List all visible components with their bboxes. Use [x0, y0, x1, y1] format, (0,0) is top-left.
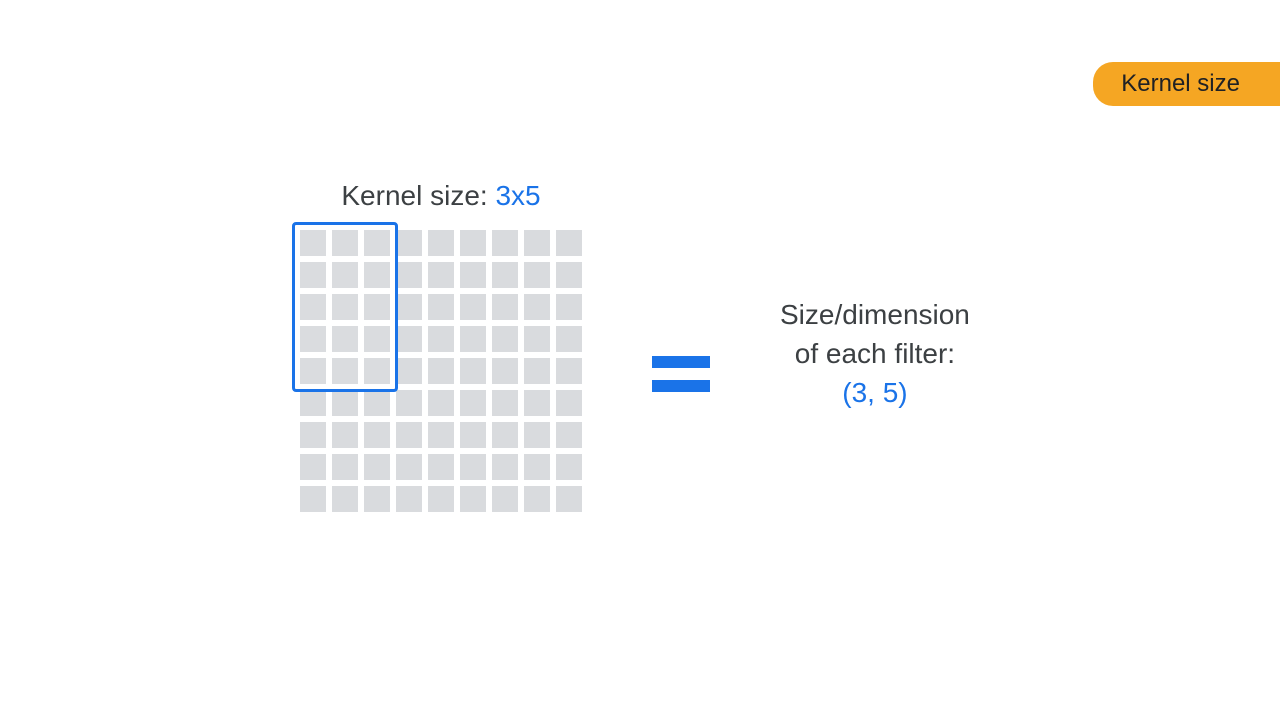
grid-cell	[332, 486, 358, 512]
grid-cell	[300, 326, 326, 352]
grid-cell	[556, 262, 582, 288]
grid-cell	[556, 454, 582, 480]
grid-cell	[460, 486, 486, 512]
grid-cell	[492, 486, 518, 512]
grid-cell	[460, 390, 486, 416]
grid-cell	[492, 454, 518, 480]
grid-cell	[524, 486, 550, 512]
grid-cell	[300, 262, 326, 288]
badge-kernel-size: Kernel size	[1093, 62, 1280, 106]
grid-cell	[524, 358, 550, 384]
grid-cell	[428, 486, 454, 512]
grid-cell	[396, 326, 422, 352]
grid-cell	[524, 294, 550, 320]
grid-cell	[428, 422, 454, 448]
grid-wrapper	[300, 230, 582, 512]
grid-cell	[396, 230, 422, 256]
grid-cell	[460, 358, 486, 384]
grid-cell	[364, 326, 390, 352]
grid-cell	[300, 454, 326, 480]
equals-bar-top	[652, 356, 710, 368]
grid-cell	[556, 422, 582, 448]
grid-cell	[492, 358, 518, 384]
grid-cell	[364, 358, 390, 384]
grid-cell	[332, 422, 358, 448]
grid-cell	[460, 294, 486, 320]
grid-cell	[556, 294, 582, 320]
grid-cell	[556, 486, 582, 512]
grid-cell	[460, 326, 486, 352]
grid-cell	[300, 230, 326, 256]
grid-cell	[364, 294, 390, 320]
grid-cell	[460, 230, 486, 256]
grid-cell	[396, 454, 422, 480]
grid-cell	[332, 262, 358, 288]
grid-cell	[300, 358, 326, 384]
grid-cell	[428, 294, 454, 320]
right-column: Size/dimension of each filter: (3, 5)	[780, 295, 970, 409]
desc-value: (3, 5)	[780, 377, 970, 409]
grid-cell	[460, 422, 486, 448]
grid-cell	[524, 230, 550, 256]
grid-cell	[524, 422, 550, 448]
grid-cell	[524, 262, 550, 288]
grid-cell	[556, 358, 582, 384]
grid-cell	[300, 486, 326, 512]
grid-cell	[332, 358, 358, 384]
grid-cell	[364, 390, 390, 416]
equals-sign	[652, 356, 710, 392]
grid-cell	[492, 390, 518, 416]
diagram-title: Kernel size: 3x5	[341, 180, 540, 212]
grid-cell	[332, 454, 358, 480]
grid-cell	[556, 390, 582, 416]
grid-cell	[428, 262, 454, 288]
grid-cell	[300, 390, 326, 416]
grid-cell	[428, 230, 454, 256]
grid-cell	[524, 326, 550, 352]
grid-cell	[492, 326, 518, 352]
grid-cell	[428, 358, 454, 384]
grid-cell	[396, 422, 422, 448]
grid-cell	[492, 262, 518, 288]
grid-cell	[428, 326, 454, 352]
equals-bar-bottom	[652, 380, 710, 392]
grid-cell	[396, 390, 422, 416]
left-column: Kernel size: 3x5	[300, 180, 582, 512]
main-content: Kernel size: 3x5 Size/dimension of each …	[300, 180, 970, 512]
grid-cell	[332, 390, 358, 416]
grid-cell	[428, 454, 454, 480]
grid-cell	[300, 294, 326, 320]
grid-cell	[332, 230, 358, 256]
grid-cell	[364, 262, 390, 288]
grid-cell	[492, 422, 518, 448]
grid-cell	[364, 422, 390, 448]
grid-cell	[396, 262, 422, 288]
grid-cell	[556, 326, 582, 352]
badge-label: Kernel size	[1121, 70, 1240, 97]
title-value: 3x5	[495, 180, 540, 211]
grid-cell	[300, 422, 326, 448]
grid-cell	[492, 230, 518, 256]
grid-cell	[364, 486, 390, 512]
desc-line-1: Size/dimension	[780, 295, 970, 334]
grid-cell	[460, 262, 486, 288]
grid-cell	[364, 454, 390, 480]
grid-cell	[396, 294, 422, 320]
grid-cell	[460, 454, 486, 480]
grid-cell	[396, 486, 422, 512]
grid-cell	[524, 454, 550, 480]
grid-cell	[556, 230, 582, 256]
title-prefix: Kernel size:	[341, 180, 495, 211]
pixel-grid	[300, 230, 582, 512]
grid-cell	[332, 326, 358, 352]
grid-cell	[396, 358, 422, 384]
desc-line-2: of each filter:	[780, 334, 970, 373]
grid-cell	[524, 390, 550, 416]
grid-cell	[492, 294, 518, 320]
grid-cell	[332, 294, 358, 320]
grid-cell	[364, 230, 390, 256]
grid-cell	[428, 390, 454, 416]
